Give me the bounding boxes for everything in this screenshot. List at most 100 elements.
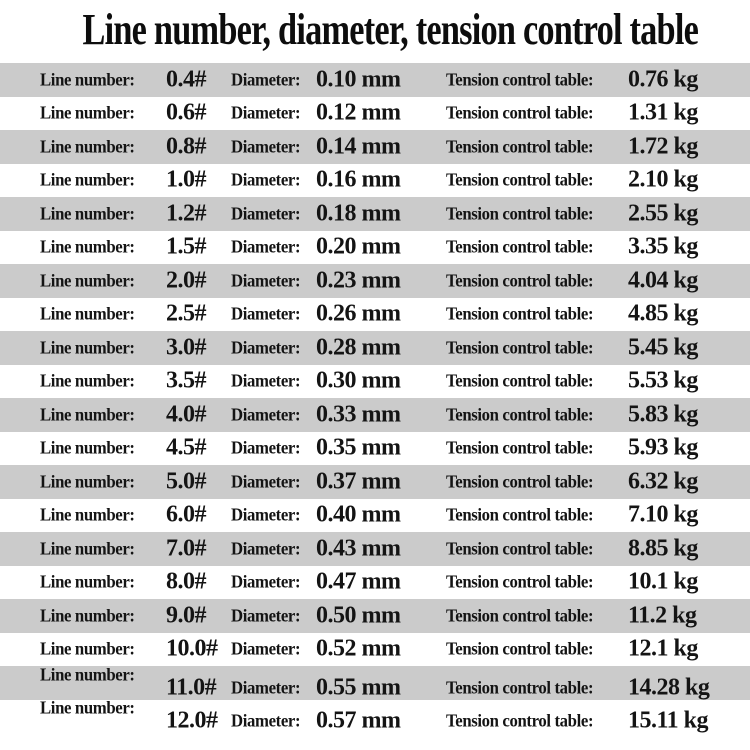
table-row: Line number: 2.5# Diameter: 0.26 mm Tens…: [0, 297, 750, 331]
tension-value: 2.10 kg: [628, 166, 698, 193]
diameter-value: 0.37 mm: [316, 468, 401, 495]
line-number-value: 10.0#: [166, 635, 218, 662]
line-number-label: Line number:: [40, 270, 135, 291]
tension-value: 10.1 kg: [628, 568, 698, 595]
line-number-label: Line number:: [40, 203, 135, 224]
tension-value: 3.35 kg: [628, 233, 698, 260]
diameter-value: 0.43 mm: [316, 535, 401, 562]
table-row: Line number: 6.0# Diameter: 0.40 mm Tens…: [0, 498, 750, 532]
line-number-value: 1.5#: [166, 233, 207, 260]
diameter-label: Diameter:: [231, 236, 301, 257]
diameter-value: 0.26 mm: [316, 300, 401, 327]
tension-value: 6.32 kg: [628, 468, 698, 495]
line-number-label: Line number:: [40, 337, 135, 358]
table-row: Line number: 9.0# Diameter: 0.50 mm Tens…: [0, 599, 750, 633]
table-row: Line number: 2.0# Diameter: 0.23 mm Tens…: [0, 264, 750, 298]
line-number-label: Line number:: [40, 605, 135, 626]
tension-value: 7.10 kg: [628, 501, 698, 528]
line-number-value: 11.0#: [166, 674, 217, 701]
diameter-value: 0.16 mm: [316, 166, 401, 193]
line-number-label: Line number:: [40, 471, 135, 492]
diameter-value: 0.57 mm: [316, 707, 401, 734]
table-row: Line number: 0.6# Diameter: 0.12 mm Tens…: [0, 96, 750, 130]
line-number-value: 3.5#: [166, 367, 207, 394]
tension-label: Tension control table:: [446, 710, 594, 731]
diameter-label: Diameter:: [231, 638, 301, 659]
table-row: Line number: 8.0# Diameter: 0.47 mm Tens…: [0, 565, 750, 599]
table-row: Line number: 4.5# Diameter: 0.35 mm Tens…: [0, 431, 750, 465]
diameter-value: 0.52 mm: [316, 635, 401, 662]
tension-value: 12.1 kg: [628, 635, 698, 662]
line-number-label: Line number:: [40, 136, 135, 157]
table-row: Line number: 0.4# Diameter: 0.10 mm Tens…: [0, 63, 750, 97]
line-number-value: 7.0#: [166, 535, 207, 562]
tension-label: Tension control table:: [446, 69, 594, 90]
spec-table: Line number: 0.4# Diameter: 0.10 mm Tens…: [0, 63, 750, 734]
tension-label: Tension control table:: [446, 538, 594, 559]
tension-label: Tension control table:: [446, 169, 594, 190]
tension-label: Tension control table:: [446, 337, 594, 358]
tension-label: Tension control table:: [446, 102, 594, 123]
diameter-label: Diameter:: [231, 605, 301, 626]
table-row: Line number: 3.5# Diameter: 0.30 mm Tens…: [0, 364, 750, 398]
line-number-label: Line number:: [40, 697, 135, 718]
diameter-label: Diameter:: [231, 136, 301, 157]
line-number-label: Line number:: [40, 69, 135, 90]
tension-label: Tension control table:: [446, 638, 594, 659]
line-number-value: 0.4#: [166, 66, 207, 93]
tension-label: Tension control table:: [446, 404, 594, 425]
diameter-value: 0.23 mm: [316, 267, 401, 294]
diameter-value: 0.33 mm: [316, 401, 401, 428]
diameter-value: 0.55 mm: [316, 674, 401, 701]
table-row: Line number: 3.0# Diameter: 0.28 mm Tens…: [0, 331, 750, 365]
tension-label: Tension control table:: [446, 136, 594, 157]
diameter-label: Diameter:: [231, 337, 301, 358]
diameter-value: 0.35 mm: [316, 434, 401, 461]
line-number-label: Line number:: [40, 236, 135, 257]
table-row: Line number: 7.0# Diameter: 0.43 mm Tens…: [0, 532, 750, 566]
diameter-label: Diameter:: [231, 69, 301, 90]
tension-label: Tension control table:: [446, 571, 594, 592]
line-number-label: Line number:: [40, 370, 135, 391]
diameter-label: Diameter:: [231, 710, 301, 731]
line-number-label: Line number:: [40, 437, 135, 458]
diameter-value: 0.28 mm: [316, 334, 401, 361]
diameter-value: 0.40 mm: [316, 501, 401, 528]
line-number-value: 8.0#: [166, 568, 207, 595]
tension-label: Tension control table:: [446, 303, 594, 324]
diameter-value: 0.20 mm: [316, 233, 401, 260]
diameter-label: Diameter:: [231, 571, 301, 592]
table-row: Line number: 5.0# Diameter: 0.37 mm Tens…: [0, 465, 750, 499]
table-row: Line number: 10.0# Diameter: 0.52 mm Ten…: [0, 632, 750, 666]
tension-label: Tension control table:: [446, 370, 594, 391]
table-row: Line number: 12.0# Diameter: 0.57 mm Ten…: [0, 697, 750, 734]
line-number-value: 5.0#: [166, 468, 207, 495]
table-row: Line number: 4.0# Diameter: 0.33 mm Tens…: [0, 398, 750, 432]
line-number-value: 1.2#: [166, 200, 207, 227]
line-number-label: Line number:: [40, 571, 135, 592]
diameter-label: Diameter:: [231, 169, 301, 190]
line-number-value: 1.0#: [166, 166, 207, 193]
diameter-value: 0.50 mm: [316, 602, 401, 629]
diameter-label: Diameter:: [231, 404, 301, 425]
table-row: Line number: 1.2# Diameter: 0.18 mm Tens…: [0, 197, 750, 231]
tension-value: 5.53 kg: [628, 367, 698, 394]
tension-label: Tension control table:: [446, 471, 594, 492]
diameter-label: Diameter:: [231, 370, 301, 391]
table-row: Line number: 11.0# Diameter: 0.55 mm Ten…: [0, 664, 750, 701]
table-row: Line number: 1.0# Diameter: 0.16 mm Tens…: [0, 163, 750, 197]
line-number-value: 4.0#: [166, 401, 207, 428]
diameter-value: 0.14 mm: [316, 133, 401, 160]
diameter-value: 0.30 mm: [316, 367, 401, 394]
diameter-value: 0.18 mm: [316, 200, 401, 227]
line-number-value: 0.8#: [166, 133, 207, 160]
tension-label: Tension control table:: [446, 504, 594, 525]
tension-value: 11.2 kg: [628, 602, 697, 629]
diameter-label: Diameter:: [231, 102, 301, 123]
tension-value: 5.93 kg: [628, 434, 698, 461]
diameter-label: Diameter:: [231, 538, 301, 559]
tension-label: Tension control table:: [446, 270, 594, 291]
line-number-label: Line number:: [40, 664, 135, 685]
tension-value: 0.76 kg: [628, 66, 698, 93]
